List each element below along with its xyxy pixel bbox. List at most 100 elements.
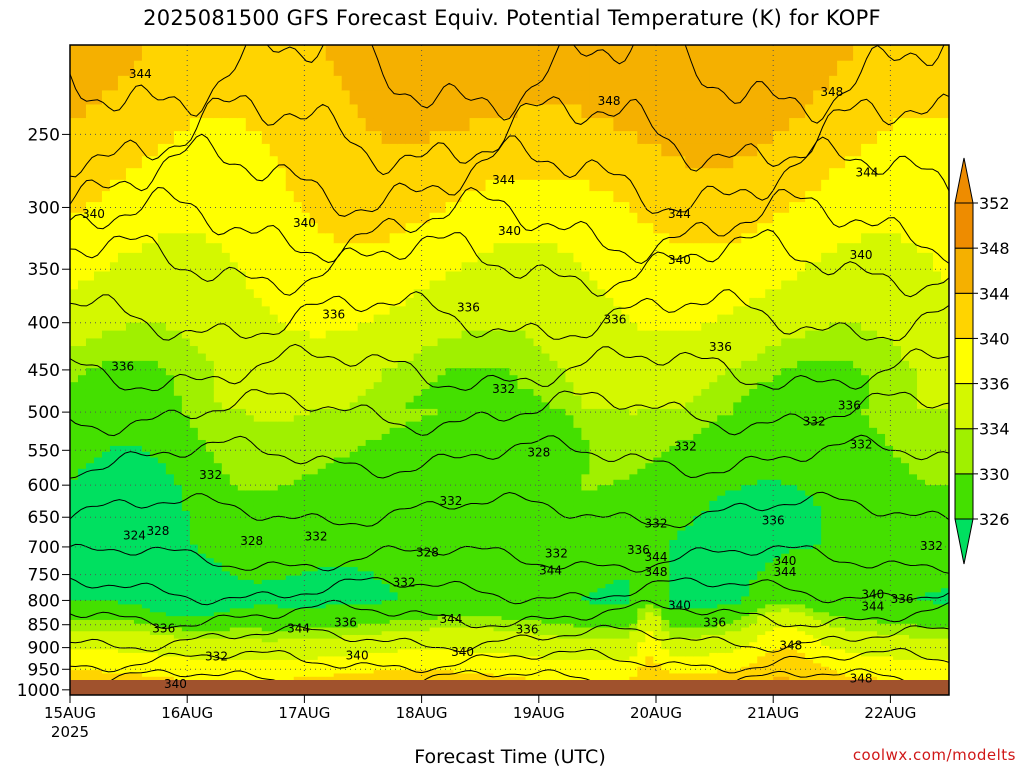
field-cell — [245, 659, 255, 664]
field-cell — [101, 479, 111, 486]
field-cell — [101, 353, 111, 362]
field-cell — [333, 656, 343, 661]
field-cell — [70, 592, 79, 597]
field-cell — [157, 676, 167, 681]
field-cell — [101, 314, 111, 324]
field-cell — [381, 421, 391, 429]
field-cell — [77, 567, 87, 572]
field-cell — [197, 179, 207, 192]
field-cell — [229, 652, 239, 658]
field-cell — [285, 666, 295, 671]
field-cell — [165, 322, 175, 332]
field-cell — [213, 656, 223, 661]
field-cell — [189, 490, 199, 497]
field-cell — [285, 500, 295, 507]
field-cell — [397, 415, 407, 423]
field-cell — [181, 179, 191, 192]
field-cell — [405, 673, 415, 678]
field-cell — [325, 375, 335, 383]
field-cell — [357, 451, 367, 459]
field-cell — [165, 631, 175, 636]
field-cell — [333, 544, 343, 550]
field-cell — [173, 592, 183, 597]
field-cell — [317, 243, 327, 254]
field-cell — [205, 252, 215, 263]
field-cell — [77, 656, 87, 661]
field-cell — [221, 75, 231, 91]
field-cell — [133, 457, 143, 464]
field-cell — [149, 427, 159, 435]
field-cell — [413, 525, 423, 532]
field-cell — [101, 408, 111, 416]
field-cell — [405, 45, 415, 62]
field-cell — [101, 338, 111, 347]
field-cell — [357, 516, 367, 522]
field-cell — [101, 520, 111, 527]
field-cell — [237, 670, 247, 675]
field-cell — [349, 468, 359, 475]
field-cell — [133, 500, 143, 507]
field-cell — [437, 330, 447, 340]
field-cell — [93, 118, 103, 132]
field-cell — [229, 322, 239, 332]
field-cell — [85, 663, 95, 668]
field-cell — [261, 143, 271, 157]
field-cell — [70, 656, 79, 661]
field-cell — [197, 553, 207, 559]
field-cell — [70, 306, 79, 316]
field-cell — [101, 616, 111, 621]
field-cell — [373, 156, 383, 169]
field-cell — [181, 445, 191, 453]
field-cell — [285, 530, 295, 536]
field-cell — [181, 530, 191, 536]
field-cell — [85, 479, 95, 486]
field-cell — [405, 553, 415, 559]
field-cell — [197, 402, 207, 410]
field-cell — [381, 451, 391, 459]
field-cell — [397, 627, 407, 632]
field-cell — [125, 451, 135, 459]
field-cell — [173, 616, 183, 621]
field-cell — [70, 663, 79, 668]
field-cell — [229, 676, 239, 681]
field-cell — [261, 375, 271, 383]
field-cell — [445, 118, 455, 132]
field-cell — [381, 330, 391, 340]
field-cell — [149, 202, 159, 214]
field-cell — [197, 60, 207, 77]
field-cell — [213, 131, 223, 145]
field-cell — [389, 252, 399, 263]
field-cell — [237, 500, 247, 507]
field-cell — [125, 604, 135, 609]
field-cell — [421, 505, 431, 512]
field-cell — [173, 567, 183, 572]
field-cell — [397, 579, 407, 585]
field-cell — [253, 179, 263, 192]
field-cell — [125, 445, 135, 453]
field-cell — [349, 338, 359, 347]
field-cell — [93, 505, 103, 512]
field-cell — [253, 616, 263, 621]
field-cell — [149, 330, 159, 340]
field-cell — [109, 567, 119, 572]
field-cell — [317, 306, 327, 316]
field-cell — [253, 252, 263, 263]
field-cell — [70, 45, 79, 62]
field-cell — [349, 584, 359, 589]
field-cell — [365, 666, 375, 671]
field-cell — [165, 212, 175, 224]
field-cell — [381, 530, 391, 536]
field-cell — [189, 516, 199, 522]
field-cell — [349, 395, 359, 403]
field-cell — [397, 271, 407, 282]
field-cell — [101, 468, 111, 475]
field-cell — [445, 233, 455, 244]
field-cell — [109, 495, 119, 502]
field-cell — [341, 168, 351, 181]
field-cell — [413, 289, 423, 299]
field-cell — [149, 579, 159, 585]
field-cell — [213, 663, 223, 668]
field-cell — [70, 500, 79, 507]
field-cell — [229, 544, 239, 550]
field-cell — [309, 676, 319, 681]
